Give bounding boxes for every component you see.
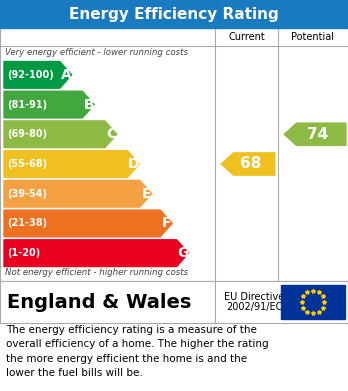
Text: D: D xyxy=(128,157,140,171)
Bar xyxy=(0,281,348,323)
Text: (92-100): (92-100) xyxy=(7,70,54,80)
Text: 74: 74 xyxy=(307,127,328,142)
Text: E: E xyxy=(142,187,151,201)
Text: (39-54): (39-54) xyxy=(7,189,47,199)
Polygon shape xyxy=(4,91,94,118)
Text: F: F xyxy=(162,217,172,230)
Text: 2002/91/EC: 2002/91/EC xyxy=(226,302,283,312)
Text: Current: Current xyxy=(228,32,265,42)
Polygon shape xyxy=(4,121,117,148)
Text: (1-20): (1-20) xyxy=(7,248,40,258)
Text: EU Directive: EU Directive xyxy=(224,292,285,302)
Text: B: B xyxy=(84,98,94,111)
Polygon shape xyxy=(4,61,72,88)
Polygon shape xyxy=(284,123,346,145)
Text: Very energy efficient - lower running costs: Very energy efficient - lower running co… xyxy=(5,48,188,57)
Text: 68: 68 xyxy=(240,156,261,172)
Text: Not energy efficient - higher running costs: Not energy efficient - higher running co… xyxy=(5,268,188,277)
Text: The energy efficiency rating is a measure of the
overall efficiency of a home. T: The energy efficiency rating is a measur… xyxy=(6,325,269,378)
Text: England & Wales: England & Wales xyxy=(7,292,191,312)
Text: Energy Efficiency Rating: Energy Efficiency Rating xyxy=(69,7,279,22)
Polygon shape xyxy=(221,153,275,175)
Polygon shape xyxy=(4,151,139,178)
Text: (55-68): (55-68) xyxy=(7,159,47,169)
Bar xyxy=(0,28,348,281)
Text: A: A xyxy=(61,68,72,82)
Polygon shape xyxy=(4,180,152,207)
Bar xyxy=(281,285,345,319)
Text: (81-91): (81-91) xyxy=(7,100,47,109)
Polygon shape xyxy=(4,210,172,237)
Text: (69-80): (69-80) xyxy=(7,129,47,139)
Text: G: G xyxy=(177,246,189,260)
Text: (21-38): (21-38) xyxy=(7,219,47,228)
Polygon shape xyxy=(4,240,189,267)
Text: Potential: Potential xyxy=(292,32,334,42)
Bar xyxy=(0,0,348,28)
Text: C: C xyxy=(106,127,117,141)
